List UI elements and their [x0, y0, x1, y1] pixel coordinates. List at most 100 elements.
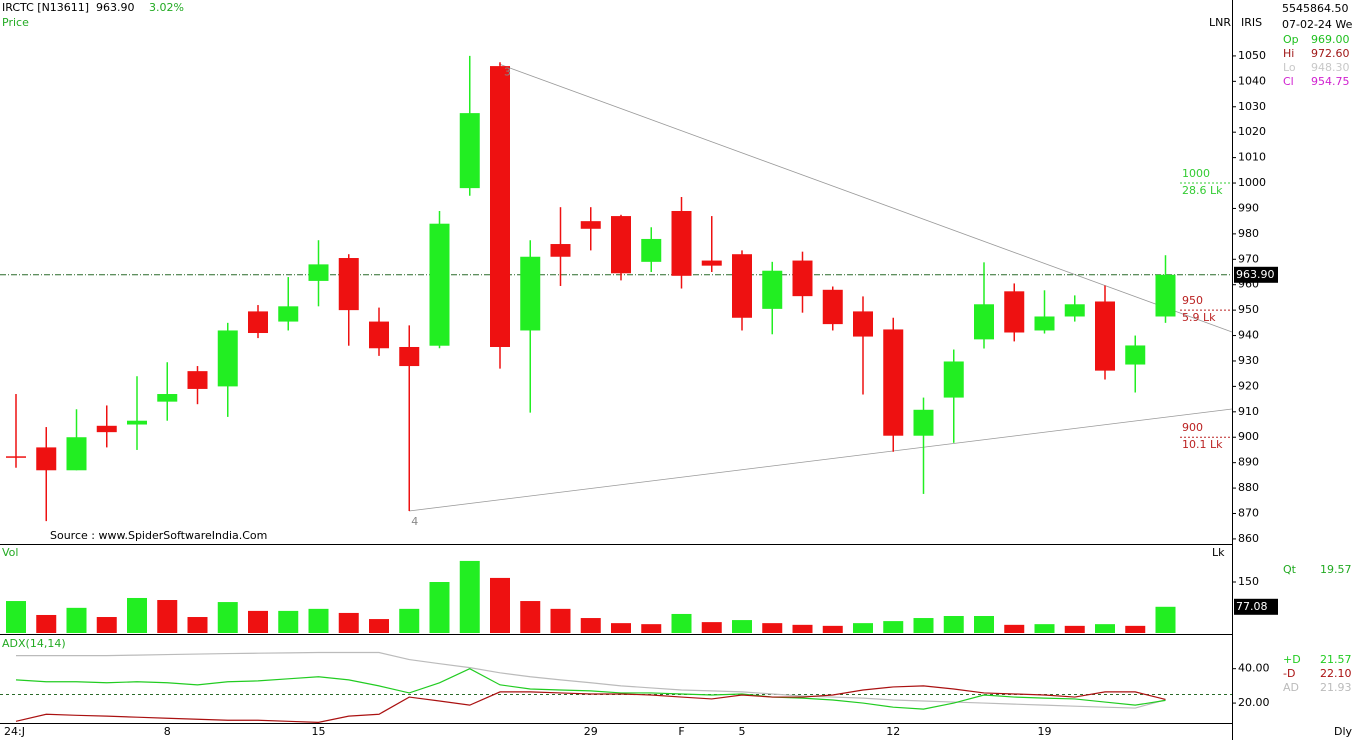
candle-body — [550, 244, 571, 257]
candle-body — [187, 371, 208, 389]
candle-body — [248, 311, 268, 334]
ohlc-label: Cl — [1283, 75, 1294, 88]
candle-body — [338, 258, 359, 311]
candle-body — [822, 289, 843, 325]
candle-body — [96, 425, 117, 433]
volume-bar — [580, 618, 601, 633]
ohlc-total: 5545864.50 — [1282, 2, 1348, 15]
candle-body — [1155, 274, 1176, 317]
x-tick-label: 12 — [886, 725, 900, 738]
candle-body — [611, 216, 631, 274]
legend-name: +D — [1283, 653, 1301, 666]
volume-bar — [96, 617, 117, 633]
pivot-label: 4 — [411, 515, 418, 528]
adx-title: ADX(14,14) — [2, 637, 66, 650]
volume-bar — [671, 613, 692, 633]
candle-body — [308, 264, 329, 281]
candle-body — [1064, 304, 1085, 317]
candle-body — [278, 306, 299, 322]
volume-bar — [1064, 625, 1085, 633]
ohlc-value: 954.75 — [1311, 75, 1350, 88]
y-tick-label: 980 — [1238, 227, 1259, 240]
candle-body — [399, 346, 420, 367]
volume-bar — [308, 608, 329, 633]
volume-bar — [66, 607, 87, 633]
panel-label: Price — [2, 16, 29, 29]
y-tick-label: 890 — [1238, 456, 1259, 469]
volume-bar — [338, 612, 359, 633]
y-tick-label: 970 — [1238, 252, 1259, 265]
volume-unit: Lk — [1212, 546, 1225, 559]
volume-bar — [974, 616, 994, 633]
level-note: 5.9 Lk — [1182, 311, 1216, 324]
legend-value: 22.10 — [1320, 667, 1352, 680]
qt-label: Qt — [1283, 563, 1297, 576]
ohlc-label: Hi — [1283, 47, 1294, 60]
pivot-label: 3 — [504, 65, 511, 78]
candle-body — [671, 210, 692, 276]
y-tick-label: 1000 — [1238, 176, 1266, 189]
volume-bar — [36, 614, 57, 633]
scale-label: IRIS — [1241, 16, 1262, 29]
volume-bar — [520, 601, 541, 633]
y-tick-label: 1050 — [1238, 49, 1266, 62]
volume-bar — [550, 608, 571, 633]
y-tick-label: 900 — [1238, 430, 1259, 443]
candle-body — [913, 409, 934, 436]
candle-body — [762, 270, 783, 309]
y-tick-label: 860 — [1238, 532, 1259, 545]
volume-bar — [822, 625, 843, 633]
y-tick-label: 1020 — [1238, 125, 1266, 138]
candle-body — [943, 361, 964, 398]
trend-line — [498, 63, 1233, 333]
y-tick-label: 880 — [1238, 481, 1259, 494]
adx-line — [16, 651, 1166, 709]
y-tick-label: 950 — [1238, 303, 1259, 316]
volume-bar — [459, 560, 480, 633]
candle-body — [157, 394, 178, 402]
candle-body — [520, 256, 541, 331]
ohlc-label: Op — [1283, 33, 1299, 46]
legend-value: 21.57 — [1320, 653, 1352, 666]
legend-name: -D — [1283, 667, 1295, 680]
volume-bar — [127, 597, 147, 633]
ohlc-date: 07-02-24 We — [1282, 18, 1352, 31]
symbol: IRCTC [N13611] — [2, 1, 89, 14]
volume-bar — [913, 618, 934, 633]
candle-body — [883, 329, 904, 436]
adx-tick-label: 20.00 — [1238, 696, 1270, 709]
ohlc-value: 948.30 — [1311, 61, 1350, 74]
trend-line — [408, 408, 1233, 512]
y-tick-label: 940 — [1238, 329, 1259, 342]
level-value: 1000 — [1182, 167, 1210, 180]
candle-body — [974, 304, 994, 340]
legend-name: AD — [1283, 681, 1299, 694]
period: Dly — [1334, 725, 1352, 738]
legend-value: 21.93 — [1320, 681, 1352, 694]
x-tick-label: 15 — [312, 725, 326, 738]
last-price-box — [1234, 266, 1278, 283]
candle-body — [429, 223, 450, 346]
candle-body — [1095, 301, 1115, 371]
last-price-label: 963.90 — [1236, 268, 1275, 281]
volume-bar — [490, 577, 510, 633]
volume-bar — [1004, 624, 1025, 633]
scale-label: LNR — [1209, 16, 1231, 29]
volume-bar — [278, 610, 299, 633]
y-tick-label: 1010 — [1238, 151, 1266, 164]
volume-bar — [732, 620, 752, 633]
x-tick-label: 8 — [164, 725, 171, 738]
volume-bar — [187, 617, 208, 633]
y-tick-label: 1030 — [1238, 100, 1266, 113]
volume-bar — [248, 610, 268, 633]
volume-bar — [1125, 625, 1146, 633]
candle-body — [369, 321, 389, 349]
volume-tick-label: 150 — [1238, 575, 1259, 588]
candle-body — [732, 254, 752, 318]
volume-bar — [641, 624, 662, 633]
volume-bar — [6, 601, 26, 633]
y-tick-label: 930 — [1238, 354, 1259, 367]
volume-bar — [762, 623, 783, 633]
